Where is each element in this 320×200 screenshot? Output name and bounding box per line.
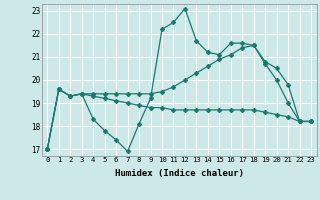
X-axis label: Humidex (Indice chaleur): Humidex (Indice chaleur) [115,169,244,178]
